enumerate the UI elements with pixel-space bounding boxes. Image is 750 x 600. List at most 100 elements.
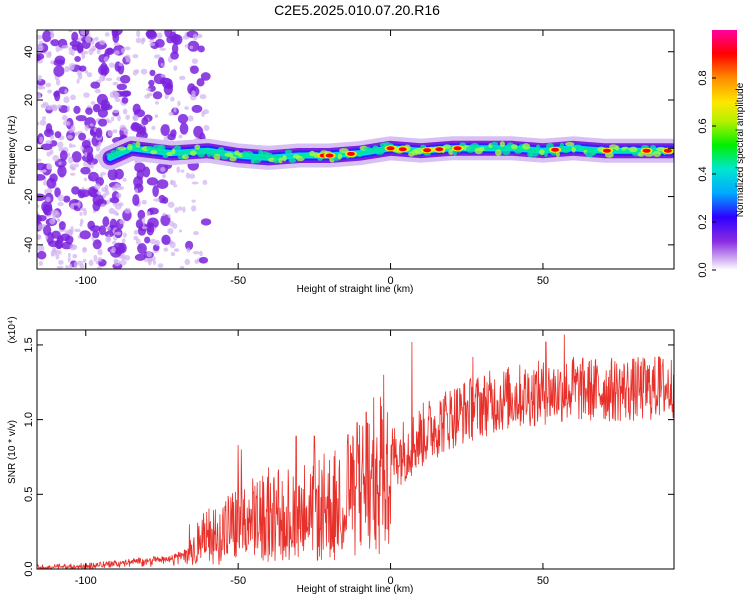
spectrogram-noise-blob [40,103,47,109]
spectrogram-noise-blob [197,45,205,53]
spectrogram-noise-blob [42,180,48,186]
spectrogram-noise-blob [52,154,60,162]
snr-y-tick-label: 1.5 [23,337,35,352]
spectrogram-noise-blob [114,231,122,236]
spectrogram-noise-blob [122,178,127,182]
spectrogram-noise-blob [152,259,157,266]
spectrogram-ridge-blob [273,157,280,164]
spectrogram-noise-blob [134,188,139,194]
spectrogram-noise-blob [81,52,86,60]
spectrogram-noise-blob [70,203,75,210]
spectrogram-noise-blob [116,192,122,199]
spectrogram-ridge-blob [339,148,349,153]
spectrogram-noise-blob [121,47,125,54]
spectrogram-ridge-blob [337,153,343,160]
spectrogram-noise-blob [92,103,101,113]
spectrogram-ridge-blob [181,154,189,160]
spectrogram-noise-blob [144,236,151,244]
spectrogram-noise-blob [135,69,140,74]
spectrogram-noise-blob [184,258,191,266]
spectrogram-noise-blob [104,32,110,37]
colorbar: 0.0 0.2 0.4 0.6 0.8 Normalized spectral ampl… [697,30,746,278]
spectrogram-noise-blob [75,114,87,122]
spectrogram-noise-blob [123,90,132,97]
spectrogram-noise-blob [137,209,146,220]
spectrogram-peak [663,148,672,153]
spectrogram-ridge-blob [372,145,379,151]
spectrogram-peak [642,148,651,153]
spectrogram-noise-blob [180,169,185,173]
spectrogram-noise-blob [89,123,94,127]
spectrogram-noise-blob [135,37,142,44]
spectrogram-ridge-blob [448,149,454,156]
spectrogram-noise-blob [64,89,68,95]
spectrogram-noise-blob [63,96,70,104]
spectrogram-noise-blob [90,162,95,169]
spectrogram-noise-blob [184,106,189,110]
spectrogram-ridge-blob [470,142,480,149]
spectrogram-noise-blob [49,32,55,39]
spectrogram-noise-blob [84,124,89,132]
spectrogram-noise-blob [78,132,87,141]
spectrogram-noise-blob [107,234,111,242]
spectrogram-noise-blob [146,177,159,186]
spectrogram-noise-blob [191,205,197,212]
spectrogram-y-axis-label: Frequency (Hz) [7,116,18,185]
spectrogram-ridge-blob [224,152,234,157]
spectrogram-noise-blob [200,72,211,81]
spectrogram-noise-blob [92,201,101,212]
spectrogram-noise-blob [39,136,44,144]
spectrogram-noise-blob [170,180,176,186]
spectrogram-noise-blob [179,265,185,269]
spectrogram-noise-blob [161,234,171,245]
spectrogram-noise-blob [56,265,64,269]
spectrogram-noise-blob [76,260,84,266]
spectrogram-noise-blob [116,212,120,216]
spectrogram-noise-blob [74,228,81,233]
spectrogram-noise-blob [96,266,102,269]
spectrogram-noise-blob [146,251,152,258]
spectrogram-noise-blob [43,204,53,216]
spectrogram-noise-blob [132,194,140,206]
spectrogram-noise-blob [94,36,99,42]
spectrogram-noise-blob [167,201,175,208]
spectrogram-noise-blob [149,69,156,77]
spectrogram-noise-blob [160,74,166,78]
spectrogram-noise-blob [109,197,120,204]
spectrogram-noise-blob [79,189,91,198]
spectrogram-ridge-blob [190,150,197,156]
figure-title: C2E5.2025.010.07.20.R16 [274,2,440,18]
spectrogram-noise-blob [114,203,122,210]
spectrogram-noise-blob [133,229,139,235]
spectrogram-noise-blob [57,104,62,109]
spectrogram-noise-blob [168,111,174,116]
spectrogram-ridge-blob [375,150,385,155]
spectrogram-noise-blob [90,101,96,105]
spectrogram-noise-blob [104,231,115,238]
spectrogram-ridge-blob [495,149,502,156]
spectrogram-noise-blob [117,114,121,122]
spectrogram-noise-blob [90,81,101,89]
spectrogram-noise-blob [69,163,77,170]
spectrogram-noise-blob [137,243,147,254]
spectrogram-x-ticks: -100 -50 0 50 [75,30,549,287]
spectrogram-noise-blob [101,187,109,193]
spectrogram-ridge-blob [282,155,287,162]
spectrogram-noise-blob [45,196,51,203]
spectrogram-noise-blob [173,107,177,113]
spectrogram-noise-blob [146,211,151,217]
spectrogram-noise-blob [203,124,210,131]
spectrogram-noise-blob [154,54,161,59]
spectrogram-noise-blob [146,223,155,236]
spectrogram-noise-blob [77,45,84,53]
spectrogram-noise-blob [106,47,114,54]
spectrogram-noise-blob [96,48,101,55]
spectrogram-noise-blob [66,105,70,112]
spectrogram-y-tick-label: 40 [23,46,35,58]
spectrogram-noise-blob [162,212,166,217]
spectrogram-noise-blob [123,46,131,51]
spectrogram-noise-blob [160,62,164,67]
spectrogram-noise-blob [70,94,77,101]
spectrogram-noise-blob [188,173,196,179]
spectrogram-noise-blob [59,150,68,161]
